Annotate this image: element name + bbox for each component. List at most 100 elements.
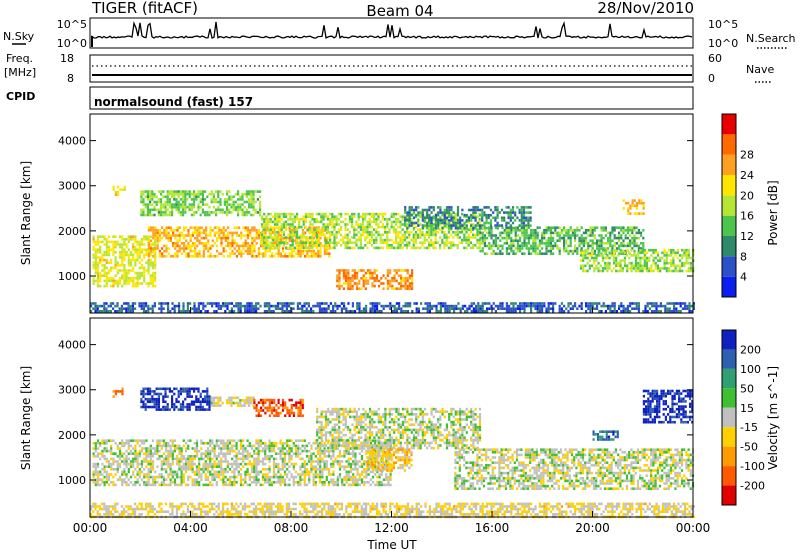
heatmap-cell [389,284,392,288]
heatmap-cell [92,238,95,241]
heatmap-cell [163,231,166,235]
heatmap-cell [230,302,233,305]
heatmap-cell [373,238,376,242]
heatmap-cell [300,241,303,244]
heatmap-cell [358,287,361,290]
heatmap-cell [366,246,369,250]
heatmap-cell [353,236,356,239]
heatmap-cell [373,212,376,216]
heatmap-cell [144,203,147,206]
heatmap-cell [209,457,212,461]
heatmap-cell [200,226,203,229]
heatmap-cell [169,481,172,484]
heatmap-cell [213,447,216,450]
heatmap-cell [584,251,587,255]
heatmap-cell [267,212,270,216]
heatmap-cell [478,218,481,221]
heatmap-cell [92,240,95,244]
heatmap-cell [364,218,367,221]
heatmap-cell [469,225,472,229]
heatmap-cell [635,236,638,240]
heatmap-cell [359,238,362,242]
heatmap-cell [417,307,420,310]
heatmap-cell [600,252,603,255]
heatmap-cell [333,215,336,218]
heatmap-cell [198,470,201,474]
heatmap-cell [310,252,313,255]
heatmap-cell [454,218,457,221]
heatmap-cell [601,259,605,262]
heatmap-cell [311,246,314,250]
heatmap-cell [687,254,690,257]
heatmap-cell [160,455,163,458]
heatmap-cell [118,253,122,257]
heatmap-cell [318,302,321,305]
heatmap-cell [479,231,482,235]
heatmap-cell [138,473,141,476]
heatmap-cell [450,208,453,212]
heatmap-cell [227,236,230,240]
heatmap-cell [209,226,212,229]
heatmap-cell [343,302,346,305]
heatmap-cell [638,201,641,205]
heatmap-cell [335,241,338,244]
heatmap-cell [377,223,380,226]
heatmap-cell [193,205,196,209]
heatmap-cell [215,310,218,313]
heatmap-cell [597,269,600,273]
heatmap-cell [633,199,636,202]
heatmap-cell [208,213,211,217]
heatmap-cell [388,218,391,221]
heatmap-cell [304,241,307,244]
heatmap-cell [399,236,402,239]
heatmap-cell [560,302,563,305]
heatmap-cell [639,248,642,252]
heatmap-cell [239,307,242,310]
heatmap-cell [306,252,309,255]
heatmap-cell [376,310,379,313]
heatmap-cell [251,249,254,253]
heatmap-cell [169,234,172,237]
heatmap-cell [514,247,517,250]
heatmap-cell [635,304,638,308]
heatmap-cell [180,252,183,255]
heatmap-cell [200,473,203,476]
heatmap-cell [217,444,221,448]
heatmap-cell [114,243,117,246]
heatmap-cell [615,259,618,262]
heatmap-cell [158,483,161,487]
heatmap-cell [297,255,300,258]
heatmap-cell [510,231,513,235]
heatmap-cell [318,304,321,308]
heatmap-cell [674,267,677,270]
heatmap-cell [275,226,278,229]
colorbar-tick-label: 8 [740,250,747,263]
heatmap-cell [335,223,338,226]
heatmap-cell [99,442,102,445]
heatmap-cell [315,238,318,242]
heatmap-cell [118,457,122,461]
heatmap-cell [211,468,214,471]
heatmap-cell [392,241,395,244]
heatmap-cell [492,302,495,305]
heatmap-cell [213,460,216,463]
heatmap-cell [461,219,464,222]
heatmap-cell [454,212,457,216]
heatmap-cell [202,452,205,455]
heatmap-cell [210,200,213,204]
heatmap-cell [107,271,111,275]
heatmap-cell [172,242,175,245]
heatmap-cell [209,473,212,476]
heatmap-cell [428,208,431,212]
heatmap-cell [474,206,477,209]
heatmap-cell [520,213,523,217]
heatmap-cell [307,236,310,239]
heatmap-cell [269,233,272,237]
heatmap-cell [241,208,244,212]
heatmap-cell [233,226,236,229]
heatmap-cell [260,238,264,242]
heatmap-cell [201,190,204,193]
heatmap-cell [99,457,102,461]
heatmap-cell [364,236,367,239]
heatmap-cell [428,241,431,244]
